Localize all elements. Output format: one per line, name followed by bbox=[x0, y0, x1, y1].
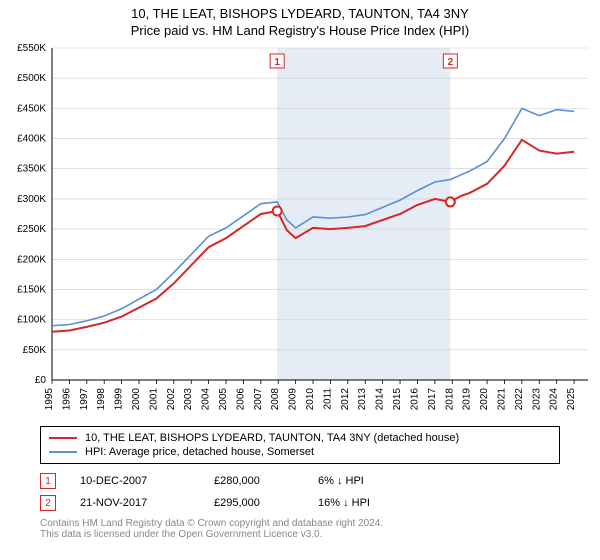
legend-swatch bbox=[49, 451, 77, 453]
svg-text:£100K: £100K bbox=[17, 315, 46, 326]
svg-text:2018: 2018 bbox=[444, 388, 455, 411]
svg-text:2009: 2009 bbox=[288, 388, 299, 411]
svg-text:2003: 2003 bbox=[183, 388, 194, 411]
svg-text:2002: 2002 bbox=[166, 388, 177, 411]
event-date: 21-NOV-2017 bbox=[80, 497, 190, 509]
title-sub: Price paid vs. HM Land Registry's House … bbox=[0, 23, 600, 38]
event-price: £295,000 bbox=[214, 497, 294, 509]
svg-text:2005: 2005 bbox=[218, 388, 229, 411]
svg-text:2013: 2013 bbox=[357, 388, 368, 411]
svg-text:2004: 2004 bbox=[201, 388, 212, 411]
event-marker-icon: 2 bbox=[40, 495, 56, 511]
svg-text:£500K: £500K bbox=[17, 73, 46, 84]
svg-text:£50K: £50K bbox=[23, 345, 47, 356]
svg-text:2020: 2020 bbox=[479, 388, 490, 411]
svg-text:1996: 1996 bbox=[61, 388, 72, 411]
svg-text:£350K: £350K bbox=[17, 164, 46, 175]
svg-text:2021: 2021 bbox=[496, 388, 507, 411]
svg-text:2024: 2024 bbox=[549, 388, 560, 411]
svg-text:2014: 2014 bbox=[375, 388, 386, 411]
title-main: 10, THE LEAT, BISHOPS LYDEARD, TAUNTON, … bbox=[0, 6, 600, 21]
event-row: 2 21-NOV-2017 £295,000 16% ↓ HPI bbox=[40, 492, 560, 514]
svg-text:1995: 1995 bbox=[44, 388, 55, 411]
svg-text:2025: 2025 bbox=[566, 388, 577, 411]
svg-text:2001: 2001 bbox=[148, 388, 159, 411]
svg-text:£400K: £400K bbox=[17, 134, 46, 145]
svg-text:1998: 1998 bbox=[96, 388, 107, 411]
svg-text:2015: 2015 bbox=[392, 388, 403, 411]
legend-swatch bbox=[49, 437, 77, 439]
event-marker-icon: 1 bbox=[40, 473, 56, 489]
svg-text:2000: 2000 bbox=[131, 388, 142, 411]
event-number: 2 bbox=[45, 498, 51, 509]
svg-text:2006: 2006 bbox=[235, 388, 246, 411]
svg-text:£450K: £450K bbox=[17, 103, 46, 114]
svg-text:1999: 1999 bbox=[114, 388, 125, 411]
footer: Contains HM Land Registry data © Crown c… bbox=[40, 518, 560, 540]
legend-row: HPI: Average price, detached house, Some… bbox=[49, 445, 551, 459]
svg-text:1997: 1997 bbox=[79, 388, 90, 411]
legend-label: HPI: Average price, detached house, Some… bbox=[85, 446, 314, 458]
svg-text:2022: 2022 bbox=[514, 388, 525, 411]
chart-titles: 10, THE LEAT, BISHOPS LYDEARD, TAUNTON, … bbox=[0, 0, 600, 40]
event-row: 1 10-DEC-2007 £280,000 6% ↓ HPI bbox=[40, 470, 560, 492]
svg-text:2019: 2019 bbox=[462, 388, 473, 411]
svg-text:2010: 2010 bbox=[305, 388, 316, 411]
event-price: £280,000 bbox=[214, 475, 294, 487]
svg-text:£300K: £300K bbox=[17, 194, 46, 205]
footer-line: Contains HM Land Registry data © Crown c… bbox=[40, 518, 560, 529]
event-pct: 16% ↓ HPI bbox=[318, 497, 408, 509]
legend: 10, THE LEAT, BISHOPS LYDEARD, TAUNTON, … bbox=[40, 426, 560, 464]
chart-svg: £0 £50K £100K £150K £200K £250K £300K £350K £400… bbox=[0, 40, 600, 420]
svg-text:2023: 2023 bbox=[531, 388, 542, 411]
svg-text:£150K: £150K bbox=[17, 284, 46, 295]
events-table: 1 10-DEC-2007 £280,000 6% ↓ HPI 2 21-NOV… bbox=[40, 470, 560, 514]
svg-text:2012: 2012 bbox=[340, 388, 351, 411]
svg-text:2017: 2017 bbox=[427, 388, 438, 411]
svg-text:£250K: £250K bbox=[17, 224, 46, 235]
legend-row: 10, THE LEAT, BISHOPS LYDEARD, TAUNTON, … bbox=[49, 431, 551, 445]
svg-text:1: 1 bbox=[274, 57, 280, 68]
event-date: 10-DEC-2007 bbox=[80, 475, 190, 487]
svg-text:£0: £0 bbox=[35, 375, 47, 386]
footer-line: This data is licensed under the Open Gov… bbox=[40, 529, 560, 540]
svg-text:2016: 2016 bbox=[409, 388, 420, 411]
chart-area: £0 £50K £100K £150K £200K £250K £300K £350K £400… bbox=[0, 40, 600, 420]
svg-text:2008: 2008 bbox=[270, 388, 281, 411]
legend-label: 10, THE LEAT, BISHOPS LYDEARD, TAUNTON, … bbox=[85, 432, 459, 444]
svg-text:2007: 2007 bbox=[253, 388, 264, 411]
svg-text:2: 2 bbox=[448, 57, 454, 68]
svg-text:2011: 2011 bbox=[322, 388, 333, 410]
event-number: 1 bbox=[45, 476, 51, 487]
svg-text:£200K: £200K bbox=[17, 254, 46, 265]
event-pct: 6% ↓ HPI bbox=[318, 475, 408, 487]
svg-text:£550K: £550K bbox=[17, 43, 46, 54]
